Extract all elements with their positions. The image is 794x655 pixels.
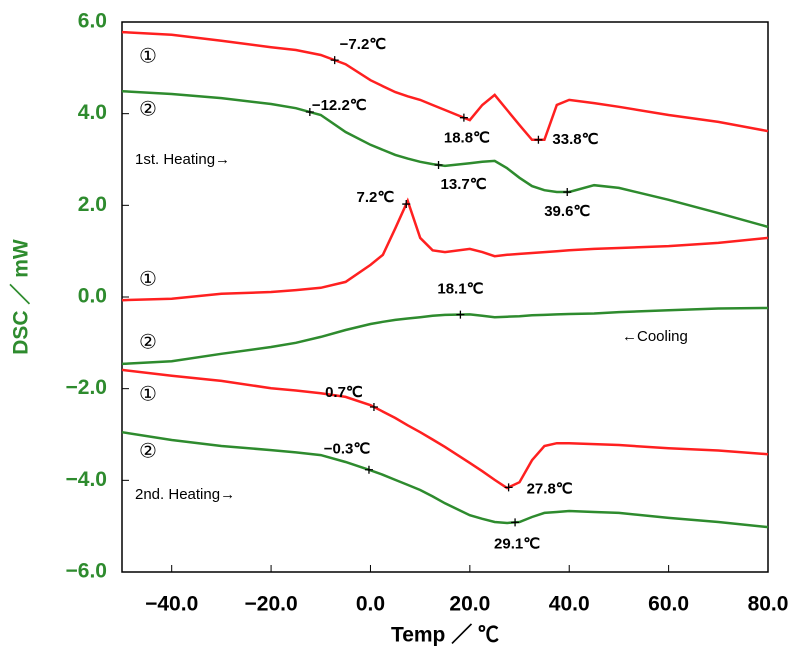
point-marker xyxy=(511,518,520,527)
point-label: 39.6℃ xyxy=(544,203,590,220)
series-line xyxy=(121,430,769,529)
point-label: −12.2℃ xyxy=(312,97,367,114)
point-marker xyxy=(369,402,378,411)
point-marker xyxy=(364,465,373,474)
point-label: 7.2℃ xyxy=(357,189,395,206)
point-marker xyxy=(563,188,572,197)
point-marker xyxy=(459,113,468,122)
point-marker xyxy=(456,310,465,319)
y-tick-label: −4.0 xyxy=(66,468,107,491)
series-name: ① xyxy=(139,45,157,67)
point-label: 18.8℃ xyxy=(444,130,490,147)
point-marker xyxy=(434,160,443,169)
point-marker xyxy=(402,200,411,209)
x-tick-label: 40.0 xyxy=(549,593,590,616)
x-tick-label: −20.0 xyxy=(245,593,298,616)
y-axis-label: DSC ／ mW xyxy=(9,239,33,355)
x-axis-label: Temp ／ ℃ xyxy=(391,623,499,647)
y-tick-label: −6.0 xyxy=(66,560,107,583)
point-marker xyxy=(305,108,314,117)
y-tick-label: 2.0 xyxy=(78,193,107,216)
x-tick-label: 80.0 xyxy=(748,593,789,616)
point-label: 33.8℃ xyxy=(552,131,598,148)
point-label: 18.1℃ xyxy=(437,281,483,298)
series-name: ② xyxy=(139,331,157,353)
series-name: ② xyxy=(139,440,157,462)
series-name: ② xyxy=(139,98,157,120)
point-label: −7.2℃ xyxy=(340,36,387,53)
group-label: 2nd. Heating→ xyxy=(135,486,235,503)
y-tick-label: 0.0 xyxy=(78,285,107,308)
series-line xyxy=(121,368,769,490)
point-label: 27.8℃ xyxy=(527,480,573,497)
x-tick-label: 20.0 xyxy=(449,593,490,616)
series-line xyxy=(121,197,769,302)
series-line xyxy=(121,30,769,142)
point-label: 13.7℃ xyxy=(441,176,487,193)
group-label: ←Cooling xyxy=(622,328,688,345)
x-tick-label: 0.0 xyxy=(356,593,385,616)
y-tick-label: 6.0 xyxy=(78,10,107,33)
y-tick-label: 4.0 xyxy=(78,101,107,124)
x-tick-label: −40.0 xyxy=(145,593,198,616)
y-tick-label: −2.0 xyxy=(66,376,107,399)
point-label: 29.1℃ xyxy=(494,535,540,552)
x-tick-label: 60.0 xyxy=(648,593,689,616)
point-marker xyxy=(504,483,513,492)
point-marker xyxy=(534,135,543,144)
point-label: −0.3℃ xyxy=(324,441,371,458)
series-name: ① xyxy=(139,383,157,405)
point-marker xyxy=(330,56,339,65)
point-label: 0.7℃ xyxy=(325,384,363,401)
series-name: ① xyxy=(139,268,157,290)
group-label: 1st. Heating→ xyxy=(135,151,230,168)
